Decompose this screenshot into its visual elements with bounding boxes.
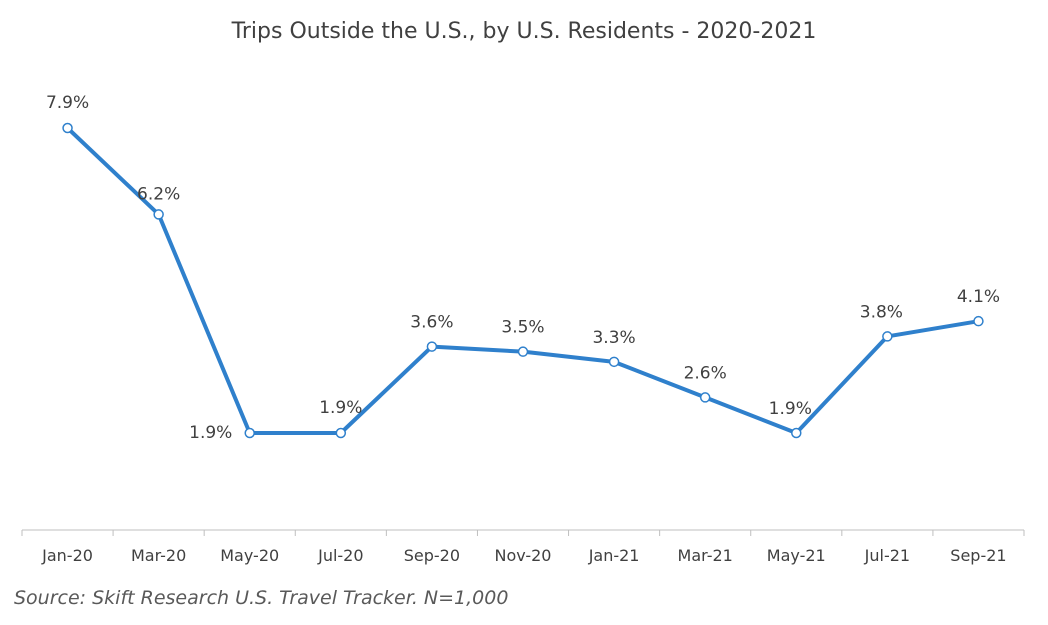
data-point [882,331,893,342]
data-label: 1.9% [189,423,232,443]
data-point [335,427,347,439]
data-point [153,209,164,220]
data-label: 3.6% [410,313,453,333]
data-points [62,122,984,439]
data-label: 6.2% [137,184,180,204]
x-tick-label: Jan-20 [41,546,93,565]
x-tick-label: Mar-20 [131,546,186,565]
data-label: 1.9% [319,398,362,418]
data-point [973,315,984,327]
data-label: 3.8% [860,302,903,322]
data-label: 2.6% [684,363,727,383]
x-tick-label: Jan-21 [588,546,640,565]
source-note: Source: Skift Research U.S. Travel Track… [14,587,509,609]
data-point [244,427,255,439]
x-tick-label: Mar-21 [678,546,733,565]
data-label: 7.9% [46,93,89,113]
x-tick-label: May-21 [767,546,826,565]
chart-title: Trips Outside the U.S., by U.S. Resident… [231,19,817,44]
data-point [699,392,711,403]
data-point [426,341,438,352]
data-label: 4.1% [957,287,1000,307]
data-label: 3.3% [592,328,635,348]
data-point [517,346,529,357]
x-axis-ticks [21,530,1025,536]
data-label: 1.9% [769,399,812,419]
series-line [65,126,981,435]
x-tick-label: Sep-21 [950,546,1006,565]
data-label: 3.5% [501,318,544,338]
data-point [608,356,620,368]
data-point [791,427,802,439]
x-tick-label: Nov-20 [495,546,552,565]
x-tick-label: Jul-20 [317,546,363,565]
x-axis-tick-labels: Jan-20 Mar-20 May-20 Jul-20 Sep-20 Nov-20 Jan-… [41,546,1006,565]
x-tick-label: Jul-21 [864,546,910,565]
data-labels: 7.9% 6.2% 1.9% 1.9% 3.6% 3.5% 3.3% 2.6% 1.9% 3.8%… [46,93,1000,443]
x-tick-label: May-20 [220,546,279,565]
x-tick-label: Sep-20 [404,546,460,565]
data-point [62,122,73,134]
